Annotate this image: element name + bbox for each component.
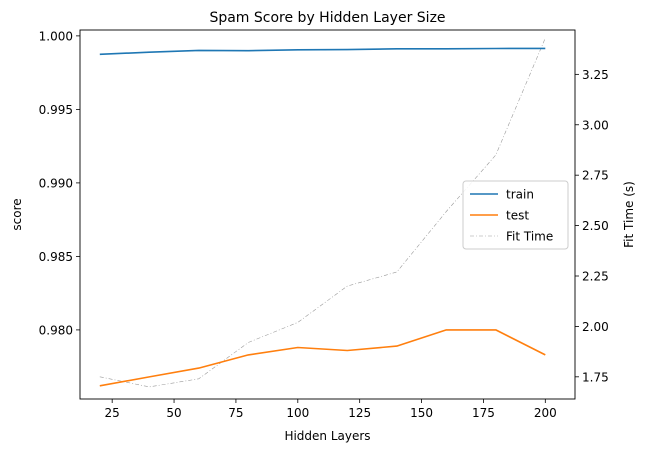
y-tick-label: 0.985: [39, 250, 73, 264]
chart-title: Spam Score by Hidden Layer Size: [209, 10, 445, 26]
y-tick-label: 0.995: [39, 103, 73, 117]
legend-box: [462, 180, 569, 250]
x-tick-label: 25: [105, 406, 120, 420]
x-tick-label: 175: [472, 406, 495, 420]
x-axis-label: Hidden Layers: [284, 429, 370, 443]
y2-tick-label: 3.25: [582, 68, 609, 82]
y2-tick-label: 3.00: [582, 118, 609, 132]
y2-axis-label: Fit Time (s): [622, 181, 636, 248]
x-tick-label: 100: [286, 406, 309, 420]
series-line-train: [99, 47, 546, 56]
x-tick-label: 50: [166, 406, 181, 420]
y-axis-right: 1.75 2.00 2.25 2.50 2.75 3.00 3.25: [575, 68, 609, 384]
x-tick-label: 150: [410, 406, 433, 420]
y-axis-left: 0.980 0.985 0.990 0.995 1.000: [39, 29, 80, 337]
x-tick-label: 75: [228, 406, 243, 420]
y2-tick-label: 2.25: [582, 270, 609, 284]
y-tick-label: 0.990: [39, 176, 73, 190]
y2-tick-label: 2.50: [582, 219, 609, 233]
plot-frame: [79, 29, 576, 400]
y-axis-label: score: [10, 198, 24, 230]
y2-tick-label: 2.75: [582, 169, 609, 183]
legend-label: train: [506, 188, 534, 202]
x-axis: 25 50 75 100 125 150 175 200: [105, 399, 557, 420]
y-tick-label: 0.980: [39, 323, 73, 337]
series-line-test: [99, 329, 546, 387]
legend-label: Fit Time: [506, 230, 553, 244]
x-tick-label: 200: [534, 406, 557, 420]
x-tick-label: 125: [348, 406, 371, 420]
legend-label: test: [506, 209, 529, 223]
y2-tick-label: 2.00: [582, 320, 609, 334]
y2-tick-label: 1.75: [582, 370, 609, 384]
y-tick-label: 1.000: [39, 29, 73, 43]
legend: train test Fit Time: [462, 180, 569, 250]
